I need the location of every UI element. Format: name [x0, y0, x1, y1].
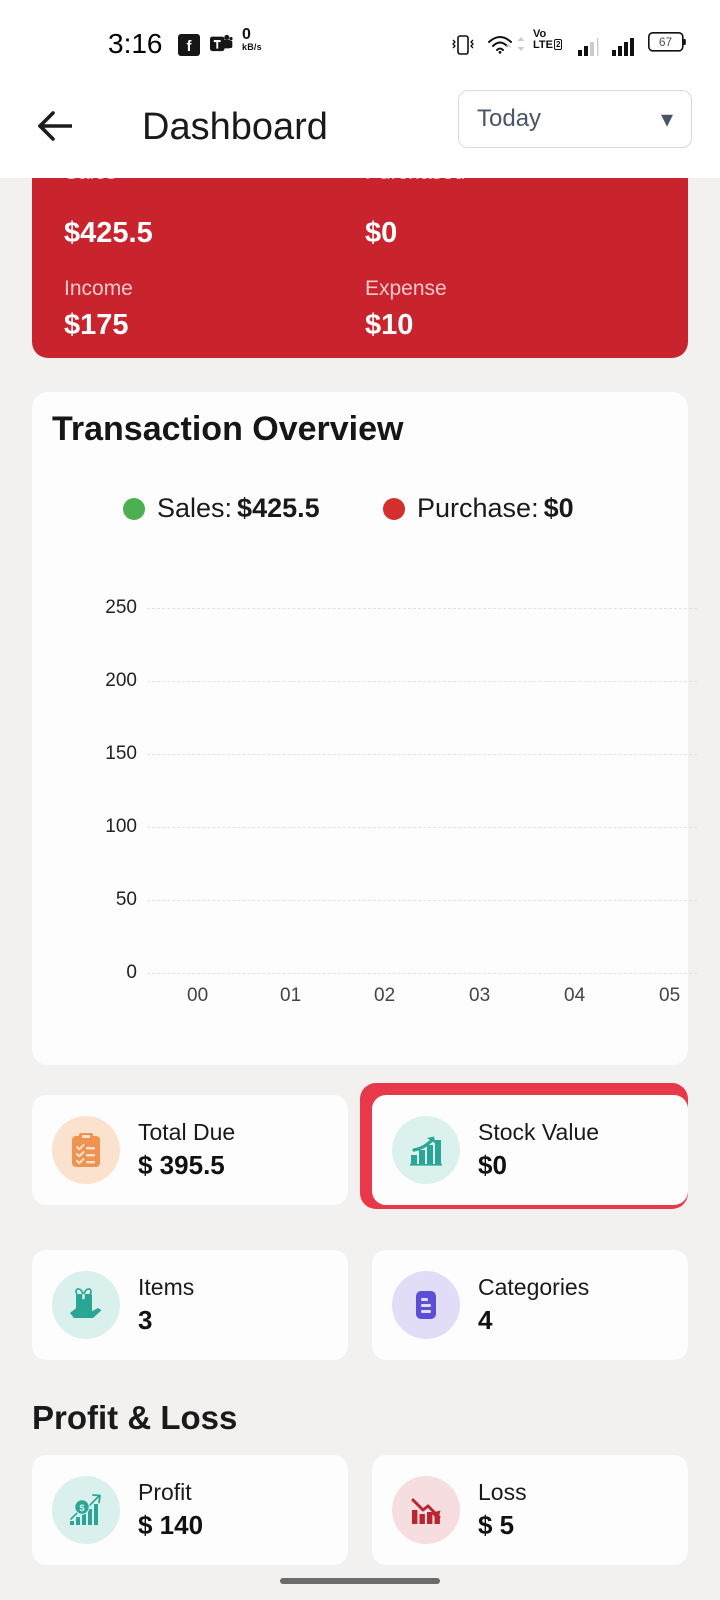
svg-text:67: 67 [659, 35, 673, 49]
svg-text:$: $ [79, 1503, 85, 1514]
